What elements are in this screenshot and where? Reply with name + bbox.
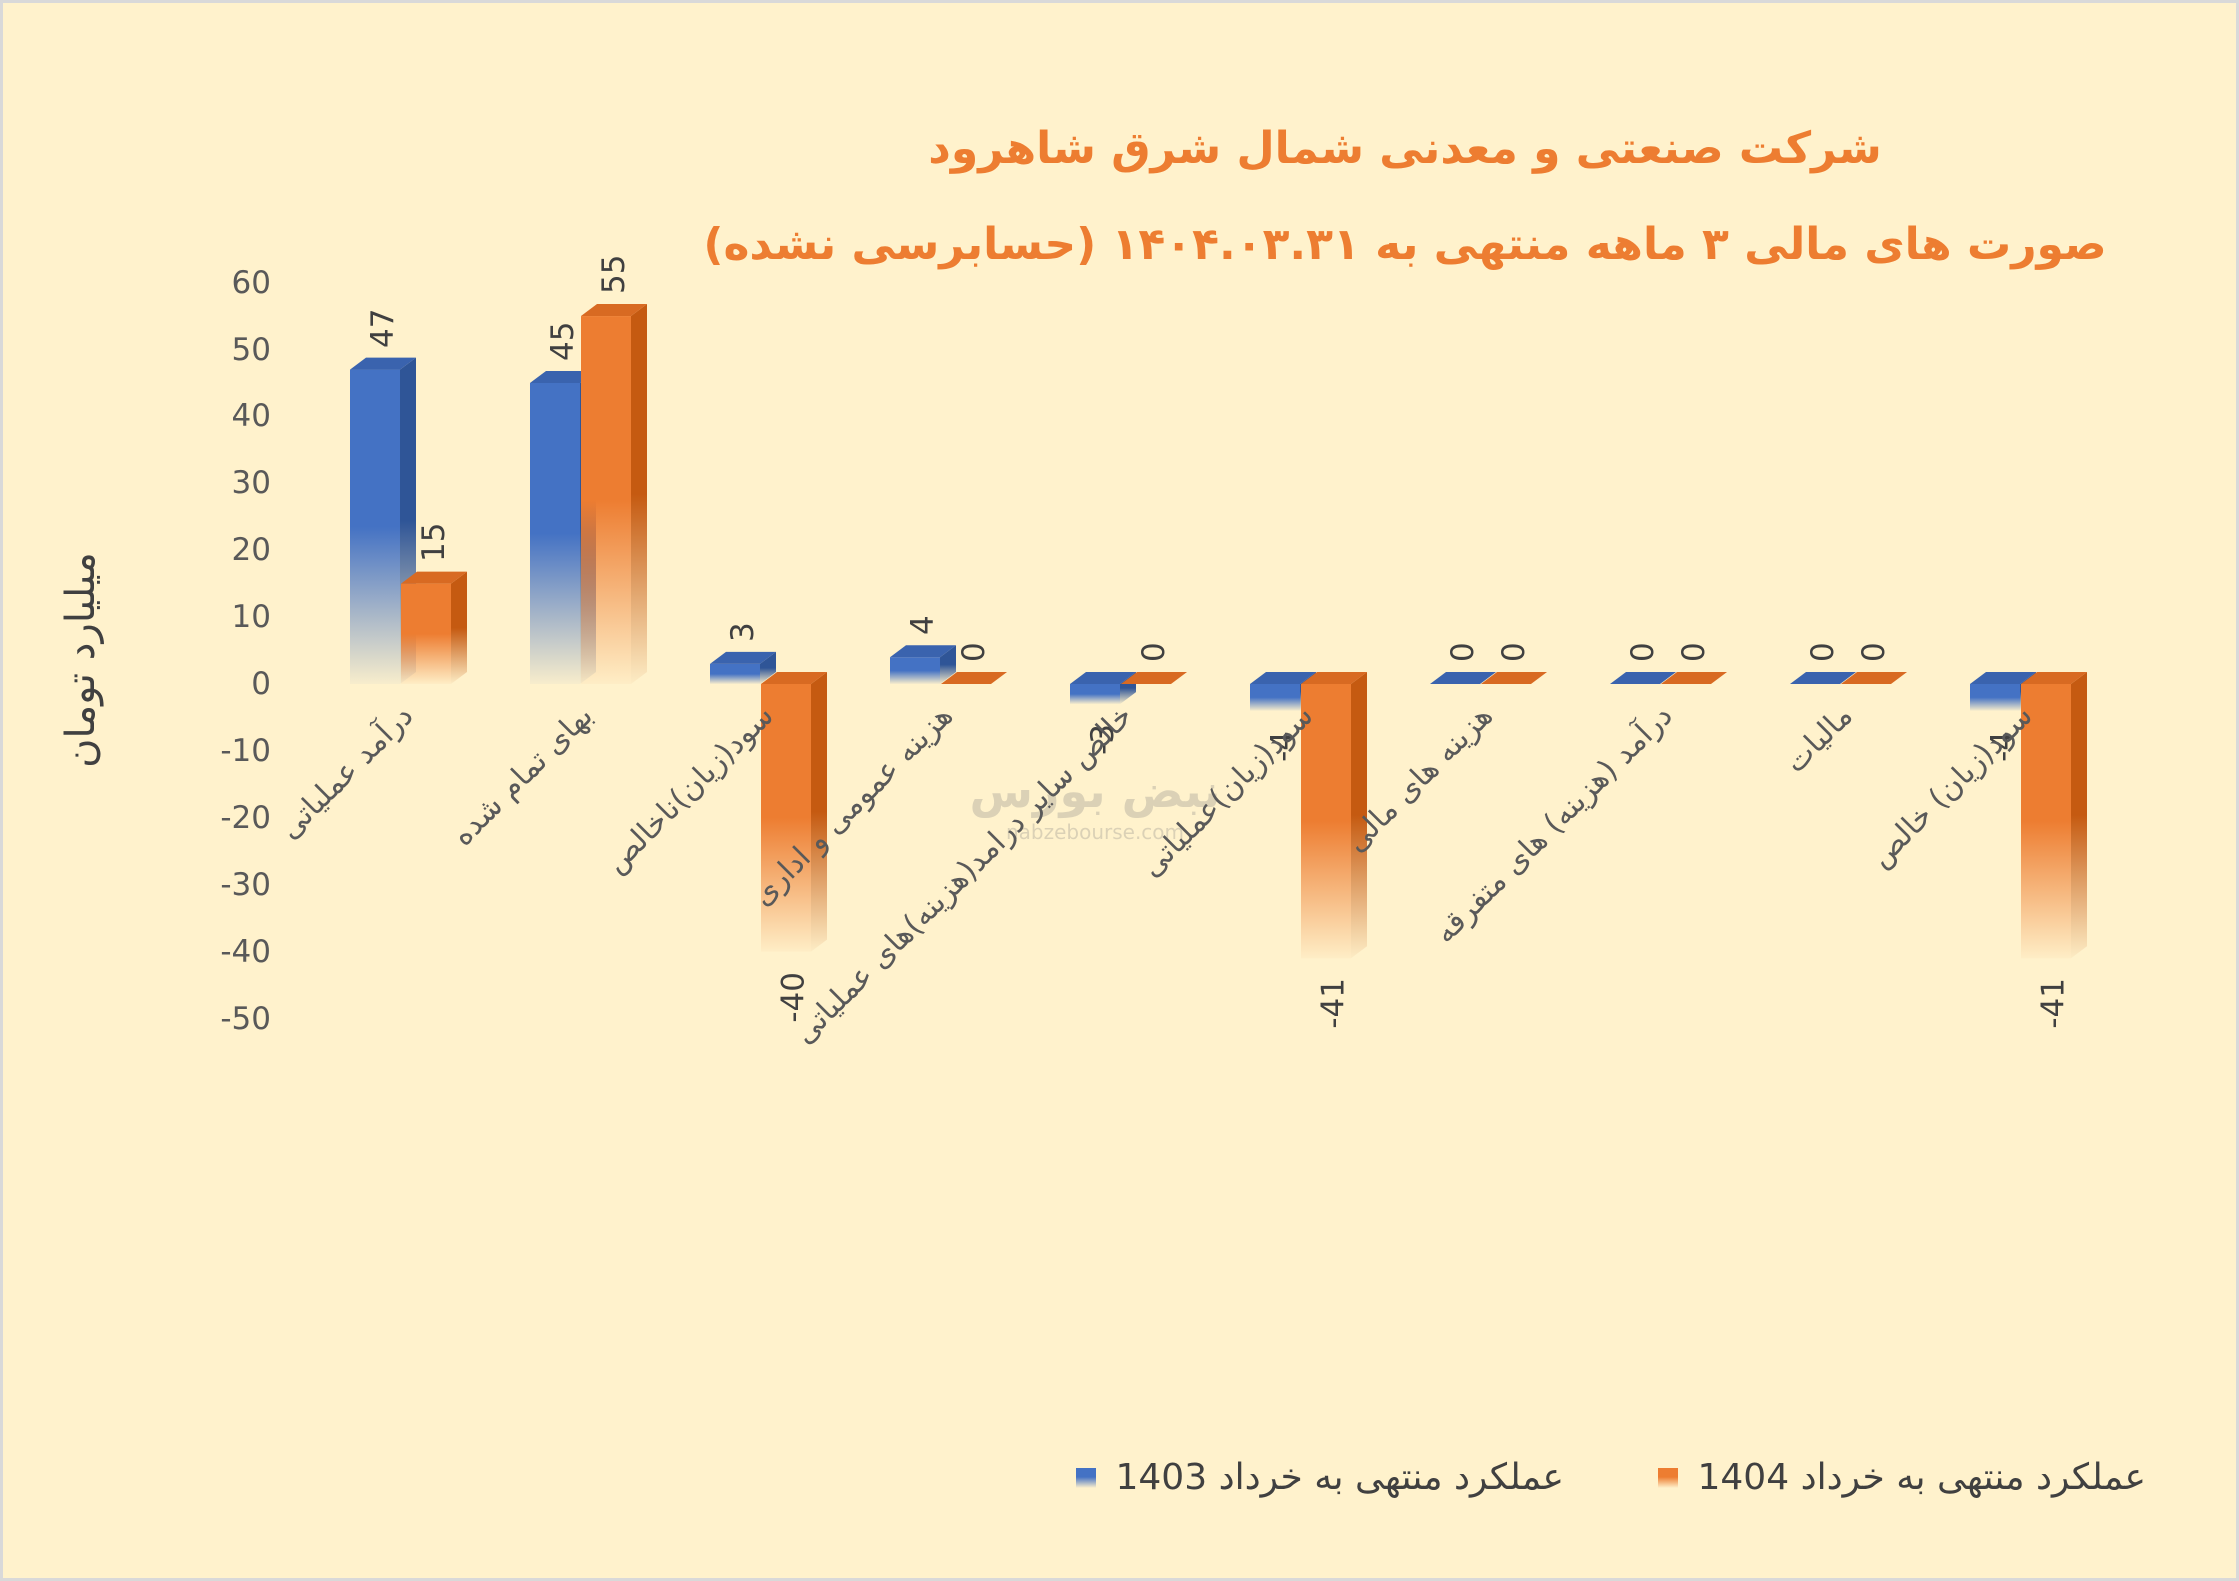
bar-series0-cat8 [1790, 672, 1856, 684]
bar-top-face [530, 370, 596, 383]
watermark-url-text: nabzebourse.com [1005, 820, 1185, 844]
bar-side-face [631, 304, 647, 684]
bar-series1-cat3 [941, 672, 1007, 684]
y-tick-label: 0 [251, 666, 271, 702]
bar-side-face [760, 651, 776, 684]
bar-series1-cat4 [1121, 672, 1187, 684]
y-tick-label: -20 [220, 799, 271, 836]
data-label: 47 [365, 308, 401, 348]
y-tick-label: -40 [220, 933, 271, 970]
y-tick-label: 20 [231, 532, 271, 569]
bar-series1-cat5 [1301, 672, 1367, 959]
bar-series0-cat4 [1070, 672, 1136, 705]
bar-top-face [1070, 672, 1136, 684]
legend-marker-blue [1075, 1468, 1096, 1488]
bar-front-face [1070, 684, 1120, 705]
bar-front-face [761, 684, 811, 952]
bar-top-face [2021, 672, 2087, 684]
bar-front-face [1250, 684, 1300, 711]
data-label: 15 [416, 522, 452, 562]
bar-side-face [940, 645, 956, 684]
y-tick-label: 10 [231, 599, 271, 636]
data-label: 4 [905, 615, 941, 636]
bar-series0-cat2 [710, 651, 776, 684]
bar-top-face [761, 672, 827, 684]
bar-top-face [941, 672, 1007, 684]
bar-front-face [890, 657, 940, 684]
data-label: -41 [2036, 978, 2072, 1029]
data-label: 55 [596, 254, 632, 295]
bar-front-face [530, 382, 580, 684]
y-tick-label: -50 [220, 1000, 271, 1037]
legend-item-1404: عملکرد منتهی به خرداد 1404 [1657, 1455, 2147, 1501]
bar-front-face [710, 663, 760, 684]
data-label: 0 [1136, 642, 1172, 662]
bar-top-face [401, 571, 467, 584]
y-tick-label: -10 [220, 732, 271, 769]
bar-top-face [1790, 672, 1856, 684]
bar-top-face [581, 304, 647, 317]
bar-layer [350, 304, 2087, 959]
bar-top-face [1481, 672, 1547, 684]
data-label: -41 [1316, 978, 1352, 1029]
bar-top-face [1301, 672, 1367, 684]
bar-front-face [581, 316, 631, 684]
bar-side-face [1351, 672, 1367, 959]
bar-top-face [710, 651, 776, 664]
bar-side-face [451, 571, 467, 684]
data-label: 0 [1805, 642, 1841, 662]
bar-series1-cat2 [761, 672, 827, 952]
watermark-logo-text: نبض بورس [969, 764, 1221, 818]
bar-series1-cat6 [1481, 672, 1547, 684]
legend-label-1404: عملکرد منتهی به خرداد 1404 [1697, 1457, 2147, 1498]
bar-front-face [1301, 684, 1351, 959]
y-tick-label: 40 [231, 398, 271, 435]
legend-label-1403: عملکرد منتهی به خرداد 1403 [1115, 1457, 1565, 1498]
bar-series0-cat6 [1430, 672, 1496, 684]
bar-series1-cat9 [2021, 672, 2087, 959]
chart-title: شرکت صنعتی و معدنی شمال شرق شاهرود [928, 123, 1882, 174]
bar-top-face [1841, 672, 1907, 684]
y-tick-label: -30 [220, 866, 271, 903]
y-tick-label: 30 [231, 465, 271, 502]
bar-series1-cat1 [581, 304, 647, 684]
data-label: 0 [1856, 642, 1892, 662]
bar-top-face [1661, 672, 1727, 684]
y-tick-label: 50 [231, 331, 271, 368]
bar-top-face [1610, 672, 1676, 684]
bar-top-face [1250, 672, 1316, 684]
bar-top-face [890, 645, 956, 658]
bar-top-face [1430, 672, 1496, 684]
y-tick-label: 60 [231, 264, 271, 301]
legend-marker-orange [1657, 1468, 1678, 1488]
bar-side-face [811, 672, 827, 952]
bar-front-face [1970, 684, 2020, 711]
bar-series0-cat7 [1610, 672, 1676, 684]
bar-series1-cat7 [1661, 672, 1727, 684]
bar-series0-cat3 [890, 645, 956, 684]
bar-series1-cat0 [401, 571, 467, 684]
bar-front-face [401, 583, 451, 684]
bar-side-face [2071, 672, 2087, 959]
data-label: 0 [1676, 642, 1712, 662]
chart-subtitle: صورت های مالی ۳ ماهه منتهی به ۱۴۰۴.۰۳.۳۱… [703, 219, 2107, 270]
plot-area [350, 304, 2087, 959]
data-label: 0 [1445, 642, 1481, 662]
watermark-logo: نبض بورس nabzebourse.com [935, 763, 1255, 845]
data-label: 45 [545, 321, 581, 361]
bar-series1-cat8 [1841, 672, 1907, 684]
bar-top-face [1121, 672, 1187, 684]
legend-item-1403: عملکرد منتهی به خرداد 1403 [1075, 1455, 1565, 1501]
data-label: 3 [725, 622, 761, 642]
bar-front-face [2021, 684, 2071, 959]
data-label: 0 [1625, 642, 1661, 662]
bar-top-face [1970, 672, 2036, 684]
data-label: 0 [956, 642, 992, 662]
bar-front-face [350, 369, 400, 684]
bar-top-face [350, 357, 416, 370]
data-label: 0 [1496, 642, 1532, 662]
